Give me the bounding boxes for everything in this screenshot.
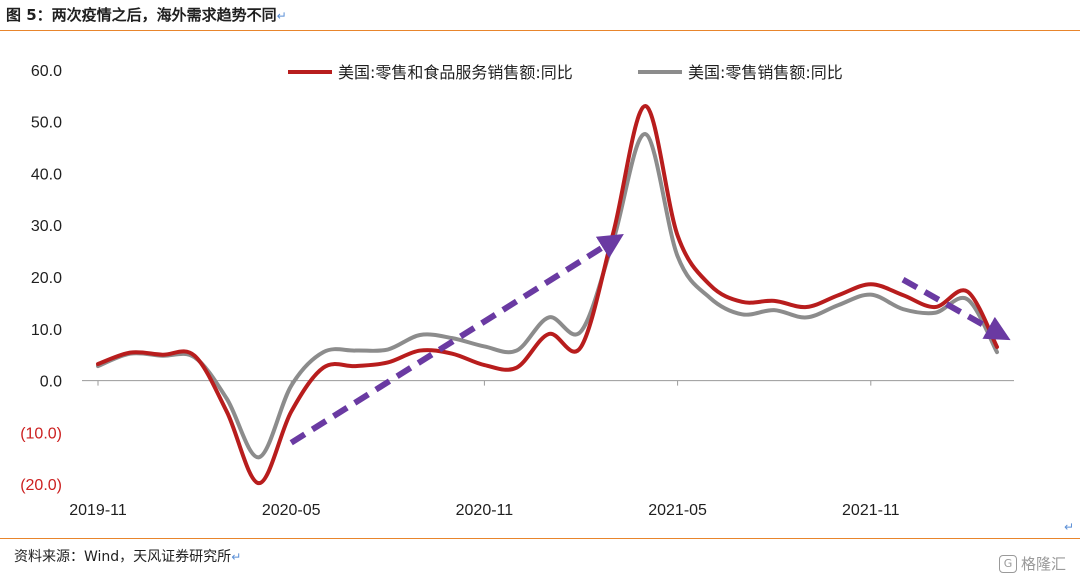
chart-axes (82, 380, 1014, 386)
figure-title-text: 图 5：两次疫情之后，海外需求趋势不同 (6, 6, 277, 24)
y-tick-label: 60.0 (31, 63, 62, 80)
corner-return-icon: ↵ (1063, 520, 1074, 534)
x-tick-label: 2021-11 (842, 502, 900, 519)
footer-rule (0, 538, 1080, 539)
return-mark-icon: ↵ (276, 9, 287, 23)
watermark: G 格隆汇 (998, 553, 1066, 574)
line-chart: 60.050.040.030.020.010.00.0(10.0)(20.0) … (20, 63, 1014, 519)
source-text: 资料来源：Wind，天风证券研究所 (14, 549, 232, 565)
y-tick-label: 30.0 (31, 218, 62, 235)
x-axis-ticks: 2019-11 2020-05 2020-11 2021-05 2021-11 (69, 502, 899, 519)
falling-trend-arrow (901, 276, 1011, 341)
trend-arrows (289, 234, 1011, 446)
chart-series (96, 104, 999, 486)
header-rule (0, 30, 1080, 31)
y-tick-label: 0.0 (40, 374, 62, 391)
watermark-text: 格隆汇 (1020, 555, 1066, 573)
x-tick-label: 2021-05 (648, 502, 707, 519)
x-tick-label: 2019-11 (69, 502, 127, 519)
y-tick-label: (10.0) (20, 425, 62, 442)
y-tick-label: 20.0 (31, 270, 62, 287)
source-note: 资料来源：Wind，天风证券研究所↵ (14, 546, 241, 566)
series-line-retail-food (96, 104, 999, 486)
y-tick-label: 50.0 (31, 115, 62, 132)
legend-label: 美国:零售和食品服务销售额:同比 (338, 63, 573, 82)
y-tick-label: 10.0 (31, 322, 62, 339)
y-tick-label: (20.0) (20, 477, 62, 494)
x-tick-label: 2020-11 (456, 502, 514, 519)
y-axis-ticks: 60.0 50.0 40.0 30.0 20.0 10.0 0.0 (10.0) (20.0) (20, 63, 62, 494)
chart-legend: 美国:零售和食品服务销售额:同比 美国:零售销售额:同比 (288, 63, 843, 82)
series-line-retail (96, 132, 999, 460)
watermark-logo-icon: G (998, 554, 1017, 573)
rising-trend-arrow (289, 234, 624, 446)
x-tick-label: 2020-05 (262, 502, 321, 519)
legend-label: 美国:零售销售额:同比 (688, 63, 843, 82)
figure-title: 图 5：两次疫情之后，海外需求趋势不同↵ (6, 4, 287, 25)
return-mark-icon: ↵ (231, 550, 242, 564)
y-tick-label: 40.0 (31, 166, 62, 183)
